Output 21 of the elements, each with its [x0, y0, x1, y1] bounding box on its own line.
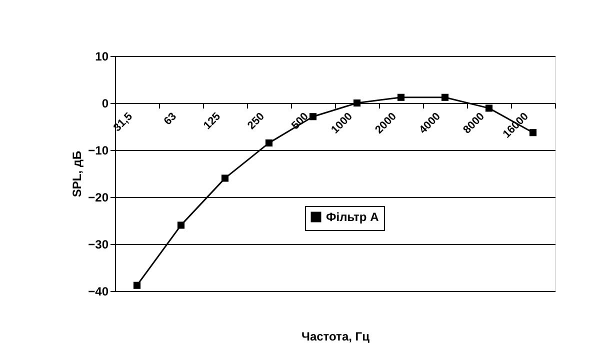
x-axis-title: Частота, Гц — [302, 330, 370, 343]
x-tick-label: 250 — [246, 110, 267, 132]
y-tick-label: −40 — [88, 284, 109, 298]
point — [529, 129, 537, 136]
point — [221, 174, 229, 182]
y-tick-label: 0 — [102, 96, 109, 110]
y-tick-label: −30 — [88, 238, 109, 252]
y-tick-label: 10 — [95, 50, 109, 64]
y-axis-title: SPL, дБ — [70, 150, 84, 198]
point — [309, 113, 317, 120]
point — [441, 94, 449, 101]
x-tick-label: 63 — [162, 110, 179, 128]
point — [133, 282, 141, 289]
x-tick-label: 125 — [202, 110, 223, 132]
y-tick-label: −20 — [88, 190, 109, 204]
point — [177, 222, 185, 229]
legend-label: Фільтр А — [326, 210, 380, 224]
point — [485, 104, 493, 112]
y-tick-label: −10 — [88, 144, 109, 158]
point — [397, 94, 405, 101]
point — [265, 139, 273, 146]
